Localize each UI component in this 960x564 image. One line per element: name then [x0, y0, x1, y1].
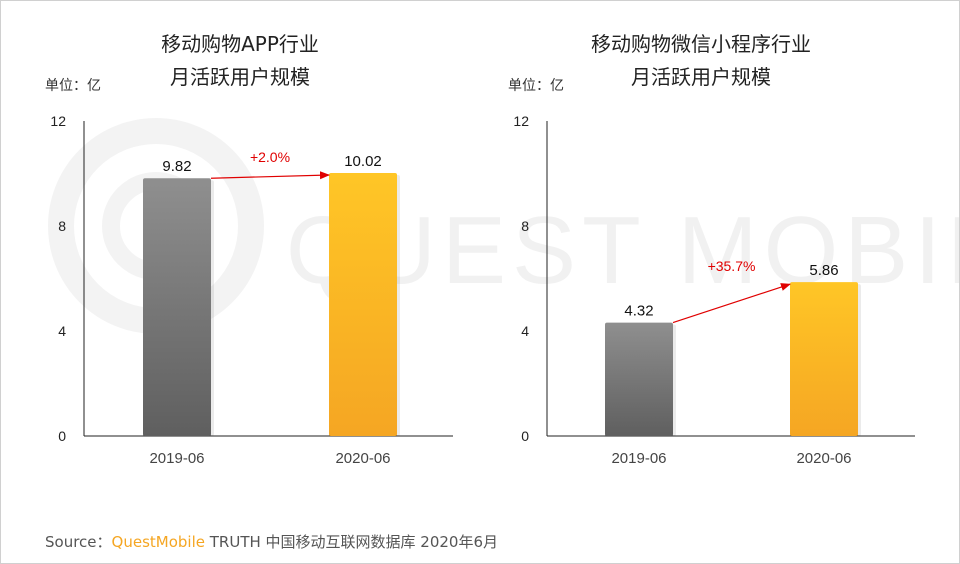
chart-title-line: 移动购物微信小程序行业 — [591, 32, 811, 56]
y-tick-label: 4 — [58, 323, 66, 339]
growth-arrow — [210, 171, 330, 180]
source-brand: QuestMobile — [111, 533, 205, 551]
y-tick-label: 12 — [513, 113, 529, 129]
chart-title-line: 移动购物APP行业 — [161, 32, 319, 56]
x-tick-label: 2019-06 — [611, 450, 666, 467]
source-text: TRUTH 中国移动互联网数据库 2020年6月 — [204, 533, 499, 551]
source-label: Source： — [45, 533, 112, 551]
chart-title-line: 月活跃用户规模 — [631, 65, 771, 89]
unit-label: 单位：亿 — [508, 78, 564, 94]
chart-title-line: 月活跃用户规模 — [170, 65, 310, 89]
y-tick-label: 0 — [58, 428, 66, 444]
x-tick-label: 2020-06 — [796, 450, 851, 467]
y-tick-label: 8 — [521, 218, 529, 234]
data-label: 4.32 — [624, 303, 653, 320]
bar-2019-06 — [605, 322, 673, 436]
x-tick-label: 2019-06 — [149, 450, 204, 467]
x-tick-label: 2020-06 — [335, 450, 390, 467]
y-tick-label: 4 — [521, 323, 529, 339]
bar-2019-06 — [143, 178, 211, 436]
data-label: 5.86 — [809, 262, 838, 279]
y-tick-label: 0 — [521, 428, 529, 444]
data-label: 10.02 — [344, 153, 382, 170]
y-tick-label: 8 — [58, 218, 66, 234]
y-tick-label: 12 — [50, 113, 66, 129]
data-label: 9.82 — [162, 158, 191, 175]
bar-2020-06 — [790, 282, 858, 436]
growth-label: +2.0% — [250, 149, 290, 165]
unit-label: 单位：亿 — [45, 78, 101, 94]
growth-arrow — [672, 283, 791, 324]
bar-2020-06 — [329, 172, 397, 436]
growth-label: +35.7% — [708, 258, 756, 274]
source-footer: Source：QuestMobile TRUTH 中国移动互联网数据库 2020… — [45, 531, 498, 552]
charts-group: 移动购物APP行业月活跃用户规模单位：亿048129.822019-0610.0… — [45, 32, 915, 467]
